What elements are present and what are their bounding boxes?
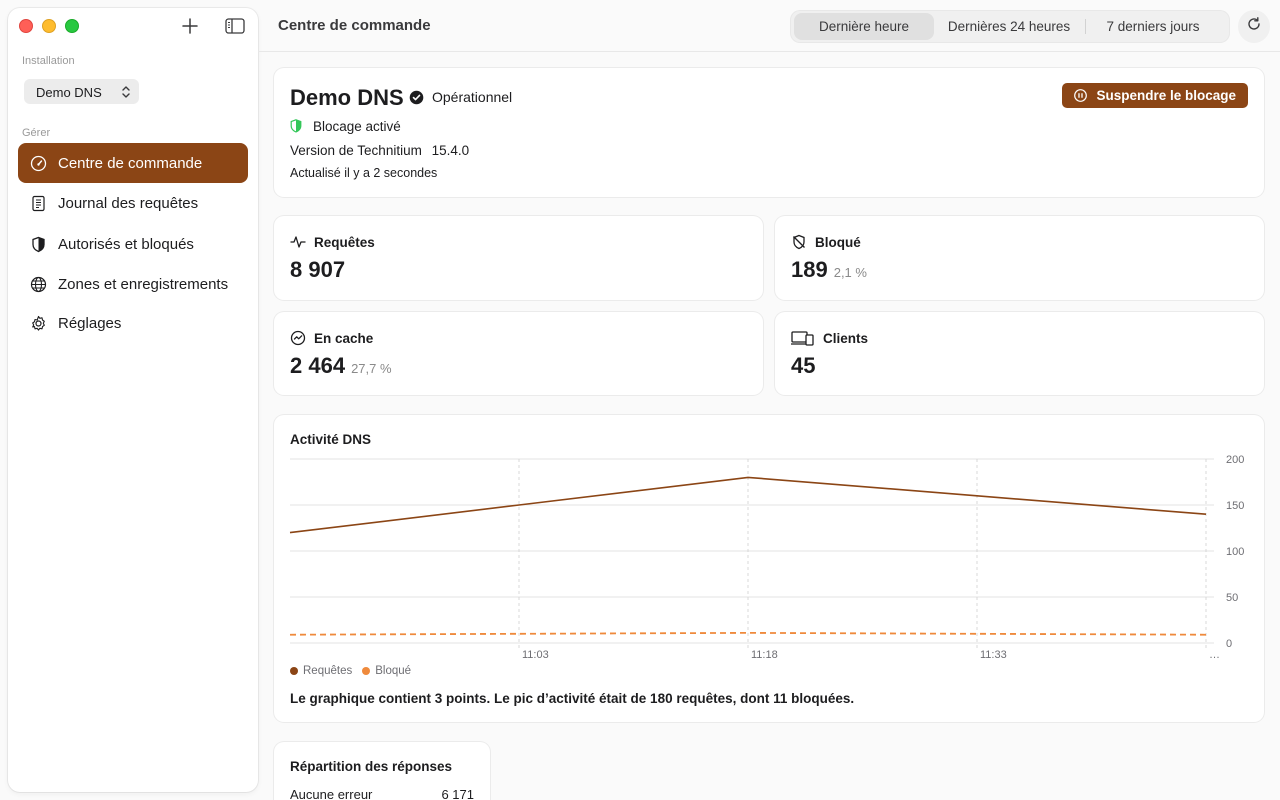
add-icon[interactable] xyxy=(180,16,200,36)
sidebar: Installation Demo DNS Gérer Centre de co… xyxy=(8,8,258,792)
y-tick-label: 50 xyxy=(1226,592,1238,604)
blocked-value-row: 189 2,1 % xyxy=(791,257,867,283)
close-window-button[interactable] xyxy=(19,19,33,33)
legend-blocked-dot xyxy=(362,667,371,675)
blocked-label: Bloqué xyxy=(815,234,861,250)
clients-label: Clients xyxy=(823,330,869,346)
requests-card: Requêtes 8 907 xyxy=(274,216,763,300)
sidebar-item-label: Centre de commande xyxy=(58,154,203,172)
version-label: Version de Technitium xyxy=(290,143,422,158)
manage-section-label: Gérer xyxy=(22,127,51,139)
installation-select[interactable]: Demo DNS xyxy=(24,79,139,104)
y-tick-label: 150 xyxy=(1226,500,1244,512)
version-line: Version de Technitium 15.4.0 xyxy=(290,143,469,158)
blocking-status: Blocage activé xyxy=(313,119,401,134)
waveform-icon xyxy=(290,234,306,250)
sidebar-item-label: Journal des requêtes xyxy=(58,194,199,212)
segment-divider xyxy=(1085,19,1086,34)
y-tick-label: 0 xyxy=(1226,638,1232,650)
toolbar-divider xyxy=(258,51,1280,52)
pause-blocking-button[interactable]: Suspendre le blocage xyxy=(1062,83,1248,108)
cached-value-row: 2 464 27,7 % xyxy=(290,353,392,379)
checkmark-seal-icon xyxy=(409,90,424,105)
sidebar-item-query-log[interactable]: Journal des requêtes xyxy=(18,183,248,223)
sidebar-item-settings[interactable]: Réglages xyxy=(18,303,248,343)
sidebar-item-label: Réglages xyxy=(58,314,122,332)
blocked-card: Bloqué 189 2,1 % xyxy=(775,216,1264,300)
y-tick-label: 200 xyxy=(1226,454,1244,466)
sidebar-item-label: Autorisés et bloqués xyxy=(58,235,194,253)
pause-blocking-label: Suspendre le blocage xyxy=(1096,88,1236,103)
blocked-label-row: Bloqué xyxy=(791,234,861,250)
sidebar-toggle-icon[interactable] xyxy=(224,16,246,36)
response-label: Aucune erreur xyxy=(290,787,373,800)
last-updated: Actualisé il y a 2 secondes xyxy=(290,166,438,180)
gear-icon xyxy=(30,315,47,332)
shield-slash-icon xyxy=(791,234,807,250)
sidebar-item-allowed-blocked[interactable]: Autorisés et bloqués xyxy=(18,224,248,264)
globe-icon xyxy=(30,276,47,293)
legend-blocked-label: Bloqué xyxy=(375,665,412,677)
legend-requests-label: Requêtes xyxy=(303,665,353,677)
time-range-control: Dernière heure Dernières 24 heures 7 der… xyxy=(790,10,1230,43)
range-last-24-hours[interactable]: Dernières 24 heures xyxy=(947,19,1071,34)
responses-row: Aucune erreur 6 171 xyxy=(290,787,474,800)
server-name: Demo DNS xyxy=(290,85,404,110)
pause-circle-icon xyxy=(1074,89,1088,102)
x-tick-label: … xyxy=(1209,649,1220,661)
x-tick-label: 11:18 xyxy=(751,649,778,661)
gauge-icon xyxy=(30,155,47,172)
log-icon xyxy=(30,195,47,212)
cached-card: En cache 2 464 27,7 % xyxy=(274,312,763,395)
range-last-7-days[interactable]: 7 derniers jours xyxy=(1106,19,1200,34)
cached-label: En cache xyxy=(314,330,374,346)
minimize-window-button[interactable] xyxy=(42,19,56,33)
responses-card: Répartition des réponses Aucune erreur 6… xyxy=(274,742,490,800)
legend-requests: Requêtes xyxy=(290,665,352,677)
zoom-window-button[interactable] xyxy=(65,19,79,33)
chart-summary: Le graphique contient 3 points. Le pic d… xyxy=(290,691,855,706)
sidebar-item-zones[interactable]: Zones et enregistrements xyxy=(18,264,248,304)
legend-blocked: Bloqué xyxy=(362,665,411,677)
installation-select-value: Demo DNS xyxy=(36,85,102,100)
server-status: Opérationnel xyxy=(432,89,513,105)
x-tick-label: 11:03 xyxy=(522,649,549,661)
page-title: Centre de commande xyxy=(278,17,431,34)
gauge-circle-icon xyxy=(290,330,306,346)
x-tick-label: 11:33 xyxy=(980,649,1007,661)
range-last-hour[interactable]: Dernière heure xyxy=(794,13,934,40)
cached-value: 2 464 xyxy=(290,353,346,378)
shield-half-icon xyxy=(30,236,47,253)
response-value: 6 171 xyxy=(441,787,474,800)
status-card: Demo DNS Opérationnel Suspendre le bloca… xyxy=(274,68,1264,197)
requests-value: 8 907 xyxy=(290,257,346,282)
dns-activity-card: Activité DNS 0 50 100 150 200 11:03 11:18 11:33… xyxy=(274,415,1264,722)
requests-label-row: Requêtes xyxy=(290,234,375,250)
version-value: 15.4.0 xyxy=(431,143,470,158)
legend-requests-dot xyxy=(290,667,298,675)
requests-series-line xyxy=(289,476,1207,534)
dns-activity-chart: 0 50 100 150 200 11:03 11:18 11:33 … xyxy=(289,454,1244,661)
chevron-updown-icon xyxy=(121,85,131,99)
clients-value: 45 xyxy=(791,353,816,378)
sidebar-item-command-center[interactable]: Centre de commande xyxy=(18,143,248,183)
sidebar-item-label: Zones et enregistrements xyxy=(58,275,229,293)
refresh-icon xyxy=(1246,16,1262,37)
responses-title: Répartition des réponses xyxy=(290,759,453,774)
blocked-value: 189 xyxy=(791,257,828,282)
cached-label-row: En cache xyxy=(290,330,373,346)
refresh-button[interactable] xyxy=(1238,10,1270,43)
requests-label: Requêtes xyxy=(314,234,375,250)
cached-percent: 27,7 % xyxy=(351,361,392,376)
devices-icon xyxy=(791,330,815,346)
y-tick-label: 100 xyxy=(1226,546,1244,558)
shield-check-icon xyxy=(290,119,302,133)
chart-legend: Requêtes Bloqué xyxy=(290,665,421,677)
chart-title: Activité DNS xyxy=(290,432,372,447)
clients-card: Clients 45 xyxy=(775,312,1264,395)
installation-section-label: Installation xyxy=(22,55,75,67)
blocked-series-line xyxy=(289,631,1207,636)
clients-label-row: Clients xyxy=(791,330,868,346)
blocked-percent: 2,1 % xyxy=(833,265,867,280)
